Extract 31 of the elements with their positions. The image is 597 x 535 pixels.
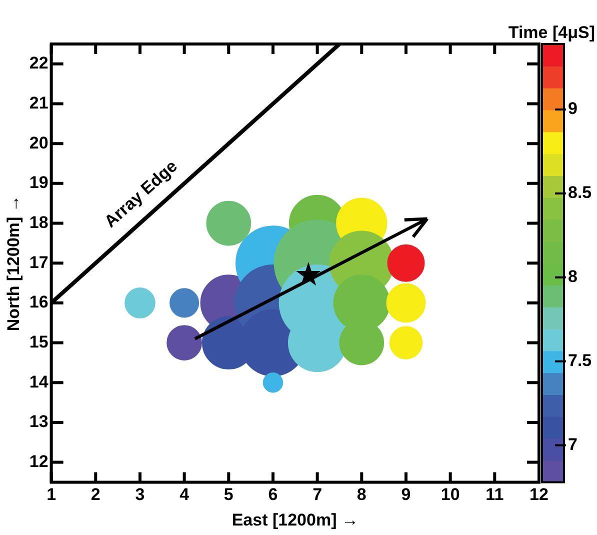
y-tick-label: 18	[29, 212, 48, 232]
x-tick-label: 7	[312, 485, 322, 504]
y-tick-label: 22	[29, 54, 48, 73]
color-bar-label: 8.5	[568, 183, 592, 202]
color-bar-label: 8	[568, 267, 578, 286]
y-tick-label: 15	[29, 332, 48, 352]
x-tick-label: 3	[135, 485, 145, 504]
x-axis-title: East [1200m] →	[232, 510, 358, 530]
x-tick-label: 1	[46, 485, 56, 504]
color-bar-label: 7	[568, 434, 578, 454]
x-tick-label: 4	[180, 485, 190, 504]
y-tick-label: 19	[29, 173, 48, 192]
x-tick-label: 10	[440, 485, 460, 504]
y-tick-label: 12	[29, 452, 48, 471]
x-tick-label: 2	[90, 485, 100, 504]
y-tick-label: 20	[29, 133, 48, 152]
y-tick-label: 21	[29, 93, 48, 112]
x-tick-label: 8	[356, 485, 366, 504]
x-tick-label: 5	[224, 485, 234, 504]
color-bar-title: Time [4μS]	[508, 23, 595, 42]
x-tick-label: 12	[530, 485, 548, 504]
y-tick-label: 16	[29, 292, 48, 312]
x-tick-label: 9	[401, 485, 411, 504]
y-tick-label: 17	[29, 252, 48, 272]
color-bar-label: 9	[568, 99, 578, 118]
y-tick-label: 13	[29, 412, 48, 432]
x-tick-label: 6	[268, 485, 278, 504]
y-tick-label: 14	[29, 372, 49, 392]
color-bar-label: 7.5	[568, 351, 592, 370]
y-axis-title: North [1200m] →	[4, 195, 23, 332]
x-tick-label: 11	[486, 485, 504, 504]
